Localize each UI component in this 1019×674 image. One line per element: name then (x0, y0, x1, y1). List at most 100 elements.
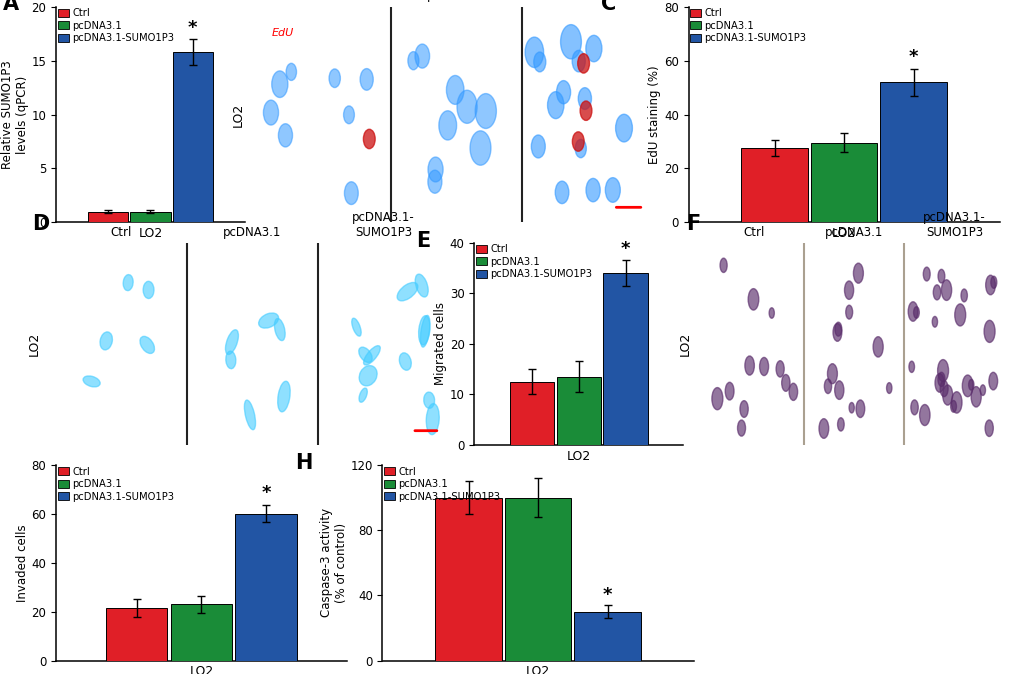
Circle shape (446, 75, 464, 104)
Circle shape (578, 88, 591, 109)
Text: *: * (602, 586, 611, 603)
Circle shape (848, 402, 854, 413)
Bar (574, 612, 640, 661)
Circle shape (470, 131, 490, 165)
Bar (810, 143, 876, 222)
Bar (504, 497, 571, 661)
Circle shape (853, 263, 862, 283)
Circle shape (363, 129, 375, 149)
Bar (510, 381, 554, 445)
Ellipse shape (359, 365, 377, 386)
Circle shape (907, 302, 917, 321)
Circle shape (931, 316, 936, 327)
Circle shape (835, 322, 841, 336)
Ellipse shape (423, 392, 434, 408)
Y-axis label: Caspase-3 activity
(% of control): Caspase-3 activity (% of control) (319, 508, 347, 617)
Circle shape (913, 307, 918, 318)
Circle shape (941, 280, 951, 301)
Bar (172, 52, 213, 222)
Circle shape (910, 400, 917, 415)
Ellipse shape (415, 274, 428, 297)
Text: *: * (187, 19, 197, 37)
Circle shape (604, 178, 620, 202)
Circle shape (833, 324, 841, 341)
Circle shape (572, 132, 584, 151)
Text: LO2: LO2 (231, 102, 245, 127)
Circle shape (577, 54, 589, 73)
Circle shape (547, 92, 564, 119)
Circle shape (572, 51, 585, 72)
Circle shape (408, 52, 419, 70)
Circle shape (989, 276, 996, 288)
Ellipse shape (274, 319, 285, 340)
Circle shape (979, 385, 984, 396)
Text: pcDNA3.1: pcDNA3.1 (427, 0, 485, 3)
Text: *: * (908, 48, 917, 66)
Circle shape (585, 35, 601, 62)
Circle shape (759, 357, 768, 375)
Text: pcDNA3.1-
SUMO1P3: pcDNA3.1- SUMO1P3 (352, 210, 415, 239)
Circle shape (951, 392, 961, 413)
Circle shape (719, 258, 727, 272)
Circle shape (775, 361, 784, 377)
Circle shape (855, 400, 864, 418)
Circle shape (954, 304, 965, 326)
Circle shape (837, 418, 844, 431)
Text: *: * (262, 484, 271, 501)
Ellipse shape (363, 346, 380, 365)
Ellipse shape (225, 351, 235, 369)
Bar (602, 273, 647, 445)
Circle shape (560, 25, 581, 59)
Circle shape (908, 361, 914, 373)
Circle shape (747, 288, 758, 310)
Circle shape (428, 170, 441, 193)
Circle shape (525, 37, 543, 67)
Y-axis label: Migrated cells: Migrated cells (433, 302, 446, 386)
Bar (435, 497, 501, 661)
Bar (106, 608, 167, 661)
Circle shape (415, 44, 429, 68)
Circle shape (844, 281, 853, 299)
Circle shape (271, 71, 287, 98)
Circle shape (983, 320, 995, 342)
Circle shape (586, 179, 599, 202)
Circle shape (739, 400, 748, 417)
Y-axis label: Invaded cells: Invaded cells (15, 524, 29, 602)
Ellipse shape (143, 281, 154, 299)
Text: E: E (416, 231, 430, 251)
Circle shape (768, 308, 773, 318)
Circle shape (834, 381, 843, 400)
Circle shape (818, 419, 827, 438)
Text: pcDNA3.1-
SUMO1P3: pcDNA3.1- SUMO1P3 (555, 0, 619, 3)
Text: C: C (601, 0, 616, 13)
Text: F: F (685, 214, 699, 235)
Circle shape (343, 106, 354, 124)
Circle shape (263, 100, 278, 125)
Text: Ctrl: Ctrl (315, 0, 336, 3)
Ellipse shape (418, 315, 430, 345)
Circle shape (886, 383, 891, 394)
Circle shape (329, 69, 340, 88)
Ellipse shape (359, 347, 372, 363)
Bar (556, 377, 600, 445)
Circle shape (970, 387, 980, 407)
Circle shape (615, 115, 632, 142)
Circle shape (823, 379, 830, 394)
Circle shape (789, 384, 797, 400)
Bar (741, 148, 807, 222)
Circle shape (580, 101, 591, 121)
Circle shape (278, 124, 292, 147)
Text: *: * (621, 240, 630, 257)
Circle shape (344, 182, 358, 204)
Circle shape (826, 364, 837, 384)
Circle shape (960, 289, 966, 302)
Text: H: H (296, 454, 313, 473)
Circle shape (475, 94, 496, 129)
Circle shape (937, 372, 944, 386)
Ellipse shape (140, 336, 154, 353)
Legend: Ctrl, pcDNA3.1, pcDNA3.1-SUMO1P3: Ctrl, pcDNA3.1, pcDNA3.1-SUMO1P3 (57, 466, 174, 501)
Circle shape (438, 111, 457, 140)
Bar (88, 212, 128, 222)
Text: Ctrl: Ctrl (743, 226, 764, 239)
Ellipse shape (277, 381, 290, 412)
